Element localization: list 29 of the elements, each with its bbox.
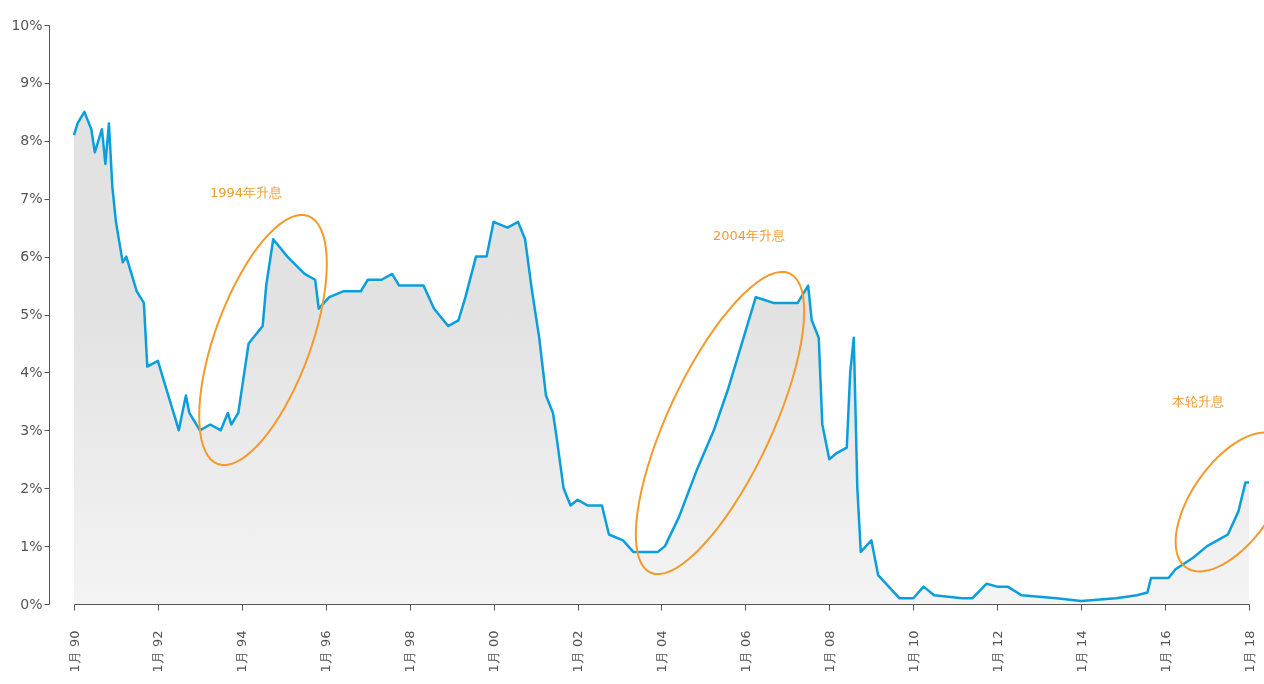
y-tick-label: 9% — [20, 74, 43, 91]
y-tick-label: 3% — [20, 421, 43, 438]
x-tick-label: 1月 10 — [905, 630, 921, 673]
x-tick-label: 1月 92 — [150, 630, 166, 673]
x-tick-label: 1月 04 — [653, 630, 669, 673]
x-tick-label: 1月 00 — [486, 630, 502, 673]
y-tick-label: 7% — [20, 190, 43, 207]
x-tick-label: 1月 16 — [1157, 630, 1173, 673]
y-tick-label: 8% — [20, 132, 43, 149]
x-tick-label: 1月 90 — [66, 630, 82, 673]
annotation: 2004年升息 — [712, 228, 786, 243]
x-tick-label: 1月 96 — [318, 630, 334, 673]
x-tick-label: 1月 98 — [402, 630, 418, 673]
x-tick-label: 1月 06 — [737, 630, 753, 673]
y-tick-label: 10% — [11, 16, 43, 33]
x-tick-label: 1月 02 — [570, 630, 586, 673]
y-tick-label: 6% — [20, 248, 43, 265]
x-tick-label: 1月 18 — [1241, 630, 1257, 673]
x-tick-label: 1月 12 — [989, 630, 1005, 673]
y-tick-label: 0% — [20, 595, 43, 612]
annotation: 本轮升息 — [1172, 394, 1224, 409]
y-tick-label: 2% — [20, 479, 43, 496]
y-tick-label: 5% — [20, 306, 43, 322]
x-tick-label: 1月 08 — [821, 630, 837, 673]
y-tick-label: 4% — [20, 363, 43, 380]
x-tick-label: 1月 14 — [1073, 630, 1089, 673]
annotation: 1994年升息 — [209, 185, 283, 200]
x-tick-label: 1月 94 — [234, 630, 250, 673]
y-tick-label: 1% — [20, 537, 43, 554]
